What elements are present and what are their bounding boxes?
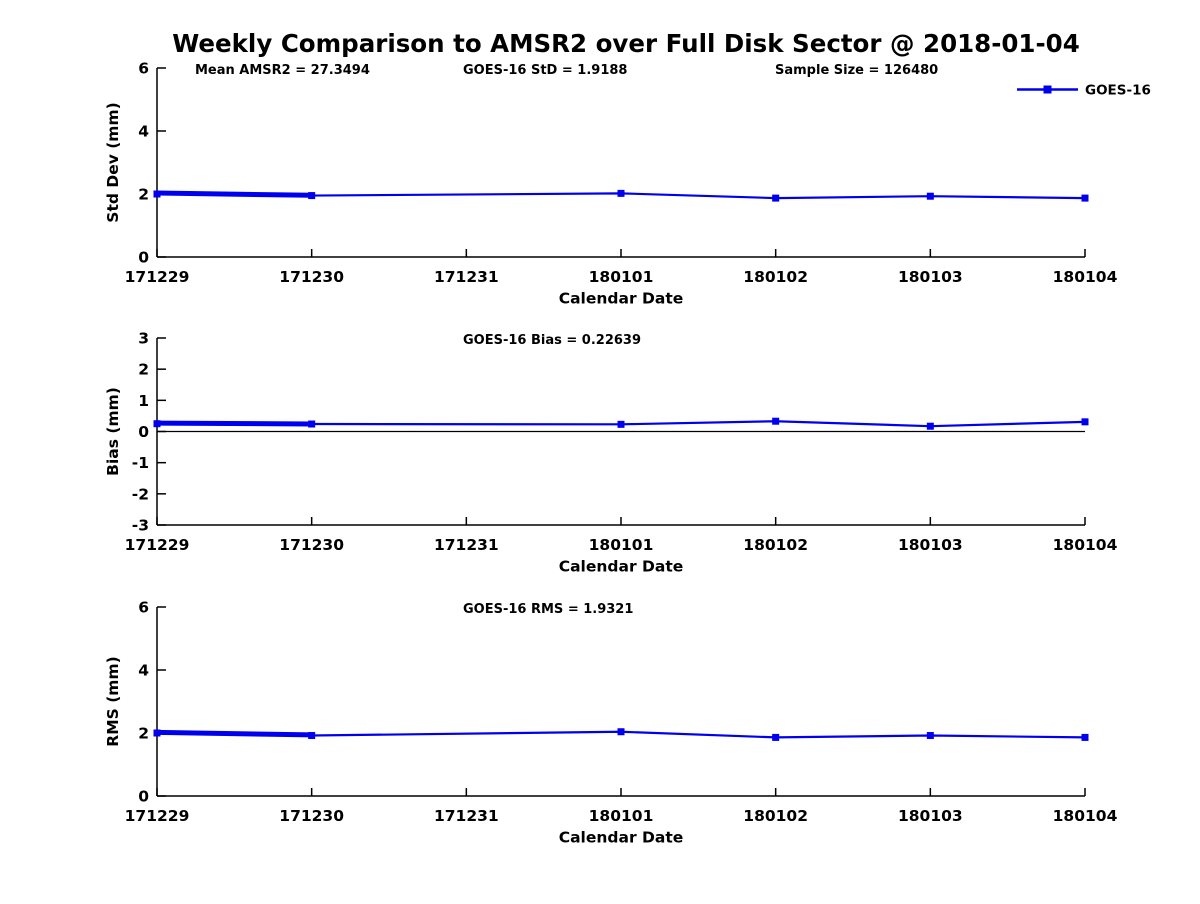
x-tick-label: 171229 xyxy=(125,536,190,554)
data-point-marker xyxy=(308,420,316,428)
y-tick-label: 2 xyxy=(138,361,149,379)
legend-square-icon xyxy=(1043,85,1052,94)
x-tick-label: 180104 xyxy=(1053,807,1118,825)
stat-annotation: GOES-16 StD = 1.9188 xyxy=(463,63,627,78)
x-tick-label: 180103 xyxy=(898,536,963,554)
y-axis-label: Std Dev (mm) xyxy=(104,102,122,222)
x-axis-label: Calendar Date xyxy=(559,558,684,576)
x-axis-label: Calendar Date xyxy=(559,829,684,847)
subplot-std-dev: 0 2 4 6 171229 171230 171231 180101 180102 180103… xyxy=(104,60,1151,308)
legend: GOES-16 xyxy=(1017,83,1151,99)
data-point-marker xyxy=(153,729,161,737)
data-point-marker xyxy=(308,732,316,740)
data-point-marker xyxy=(1081,733,1089,741)
subplot-rms: 0 2 4 6 171229 171230 171231 180101 180102 180103… xyxy=(104,599,1118,847)
data-point-marker xyxy=(153,420,161,428)
x-tick-label: 180104 xyxy=(1053,536,1118,554)
data-point-marker xyxy=(772,733,780,741)
data-point-marker xyxy=(926,422,934,430)
y-tick-label: 6 xyxy=(138,60,149,78)
subplot-bias: -3 -2 -1 0 1 2 3 171229 171230 171231 180101 180102… xyxy=(104,330,1118,576)
data-point-marker xyxy=(617,728,625,736)
data-point-marker xyxy=(1081,194,1089,202)
series-line-goes-16 xyxy=(156,192,1086,200)
x-tick-label: 171231 xyxy=(434,268,499,286)
x-tick-label: 171230 xyxy=(279,536,344,554)
x-tick-label: 171229 xyxy=(125,268,190,286)
data-point-marker xyxy=(308,192,316,200)
data-point-marker xyxy=(926,192,934,200)
y-tick-label: 0 xyxy=(138,249,149,267)
data-point-marker xyxy=(1081,418,1089,426)
y-tick-label: 6 xyxy=(138,599,149,617)
x-tick-label: 180102 xyxy=(743,268,808,286)
x-tick-label: 171230 xyxy=(279,807,344,825)
stat-annotation: GOES-16 Bias = 0.22639 xyxy=(463,333,641,348)
y-tick-label: 2 xyxy=(138,186,149,204)
y-tick-label: 3 xyxy=(138,330,149,348)
stat-annotation: Sample Size = 126480 xyxy=(775,63,938,78)
x-tick-label: 180104 xyxy=(1053,268,1118,286)
x-tick-label: 180103 xyxy=(898,807,963,825)
y-tick-label: -3 xyxy=(132,517,149,535)
data-point-marker xyxy=(772,194,780,202)
chart-title: Weekly Comparison to AMSR2 over Full Dis… xyxy=(172,29,1080,58)
y-axis-label: Bias (mm) xyxy=(104,387,122,476)
series-line-goes-16 xyxy=(156,730,1086,739)
y-tick-label: 1 xyxy=(138,392,149,410)
y-tick-label: 0 xyxy=(138,423,149,441)
data-point-marker xyxy=(772,417,780,425)
stat-annotation: GOES-16 RMS = 1.9321 xyxy=(463,602,633,617)
data-point-marker xyxy=(617,189,625,197)
data-point-marker xyxy=(926,732,934,740)
x-tick-label: 180101 xyxy=(589,268,654,286)
stat-annotation: Mean AMSR2 = 27.3494 xyxy=(195,63,370,78)
y-tick-label: -2 xyxy=(132,485,149,503)
legend-label: GOES-16 xyxy=(1085,83,1151,99)
x-tick-label: 171231 xyxy=(434,807,499,825)
x-tick-label: 171231 xyxy=(434,536,499,554)
y-tick-label: 4 xyxy=(138,662,149,680)
x-tick-label: 180103 xyxy=(898,268,963,286)
series-line-goes-16 xyxy=(156,420,1086,428)
y-tick-label: 0 xyxy=(138,788,149,806)
y-tick-label: -1 xyxy=(132,454,149,472)
data-point-marker xyxy=(153,190,161,198)
data-point-marker xyxy=(617,420,625,428)
x-tick-label: 180102 xyxy=(743,807,808,825)
y-axis-label: RMS (mm) xyxy=(104,656,122,746)
x-axis-label: Calendar Date xyxy=(559,290,684,308)
x-tick-label: 180101 xyxy=(589,536,654,554)
y-tick-label: 2 xyxy=(138,725,149,743)
x-tick-label: 171229 xyxy=(125,807,190,825)
x-tick-label: 171230 xyxy=(279,268,344,286)
x-tick-label: 180102 xyxy=(743,536,808,554)
y-tick-label: 4 xyxy=(138,123,149,141)
x-tick-label: 180101 xyxy=(589,807,654,825)
